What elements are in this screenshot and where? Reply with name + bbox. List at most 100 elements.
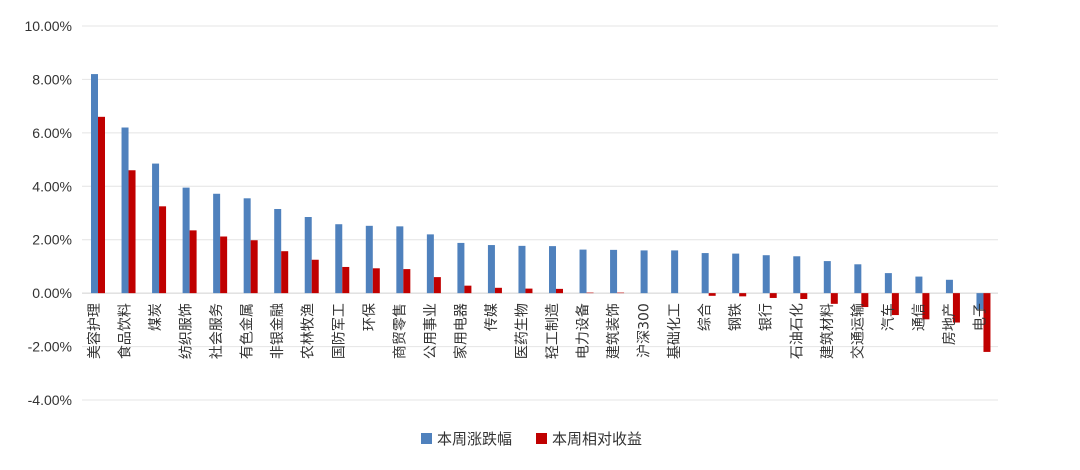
bar-weekly-change — [518, 245, 526, 294]
x-tick-label: 银行 — [759, 303, 775, 331]
bars — [91, 74, 991, 352]
bar-weekly-change — [671, 250, 679, 294]
bar-relative-return — [189, 230, 197, 294]
bar-relative-return — [250, 240, 258, 294]
bar-relative-return — [830, 293, 838, 304]
bar-weekly-change — [793, 256, 801, 294]
bar-relative-return — [739, 293, 747, 297]
y-tick-label: 6.00% — [32, 125, 72, 141]
x-tick-label: 建筑材料 — [820, 303, 836, 359]
gridlines — [82, 25, 998, 401]
legend: 本周涨跌幅 本周相对收益 — [421, 430, 642, 448]
x-tick-label: 建筑装饰 — [606, 303, 622, 359]
bar-weekly-change — [701, 253, 709, 294]
bar-relative-return — [494, 287, 502, 294]
bar-weekly-change — [182, 187, 190, 294]
bar-weekly-change — [426, 234, 434, 294]
y-tick-label: -2.00% — [28, 339, 72, 355]
bar-relative-return — [342, 266, 350, 294]
x-tick-label: 石油石化 — [789, 303, 805, 359]
x-tick-label: 有色金属 — [239, 303, 256, 359]
bar-weekly-change — [457, 242, 465, 294]
x-tick-label: 汽车 — [880, 303, 897, 331]
bar-relative-return — [220, 236, 228, 294]
bar-weekly-change — [121, 127, 129, 294]
bar-relative-return — [403, 269, 411, 294]
y-tick-label: 2.00% — [32, 232, 72, 248]
x-tick-label: 农林牧渔 — [301, 303, 317, 359]
bar-weekly-change — [274, 208, 282, 294]
x-tick-label: 轻工制造 — [545, 303, 561, 359]
bar-relative-return — [128, 170, 136, 294]
x-tick-label: 传媒 — [484, 303, 500, 331]
bar-relative-return — [617, 292, 625, 294]
bar-relative-return — [464, 285, 472, 294]
x-tick-label: 纺织服饰 — [179, 303, 195, 359]
x-tick-label: 交通运输 — [849, 303, 866, 359]
bar-weekly-change — [610, 249, 618, 294]
bar-weekly-change — [365, 225, 373, 294]
legend-swatch-1 — [421, 433, 432, 444]
x-tick-label: 综合 — [698, 303, 714, 331]
legend-label-1: 本周涨跌幅 — [437, 430, 512, 448]
bar-weekly-change — [732, 253, 740, 294]
bar-weekly-change — [915, 276, 923, 294]
bar-weekly-change — [396, 226, 404, 294]
bar-relative-return — [891, 293, 899, 316]
bar-relative-return — [433, 277, 441, 294]
x-tick-label: 美容护理 — [86, 303, 103, 359]
bar-weekly-change — [762, 255, 770, 294]
bar-relative-return — [311, 259, 319, 294]
bar-relative-return — [983, 293, 991, 352]
bar-relative-return — [556, 288, 563, 294]
bar-relative-return — [952, 293, 960, 323]
bar-weekly-change — [91, 74, 98, 294]
x-tick-label: 食品饮料 — [117, 303, 134, 359]
x-tick-label: 公用事业 — [423, 303, 439, 359]
x-tick-label: 社会服务 — [209, 303, 225, 359]
bar-weekly-change — [976, 293, 984, 310]
x-tick-label: 钢铁 — [728, 303, 744, 331]
bar-weekly-change — [823, 261, 831, 294]
bar-weekly-change — [579, 249, 587, 294]
y-tick-label: -4.00% — [28, 392, 72, 408]
bar-weekly-change — [640, 250, 648, 294]
y-tick-label: 8.00% — [32, 71, 72, 87]
bar-relative-return — [281, 251, 289, 294]
x-tick-label: 电力设备 — [575, 303, 592, 359]
x-tick-label: 通信 — [911, 303, 927, 331]
bar-weekly-change — [335, 224, 343, 294]
y-tick-label: 0.00% — [32, 285, 72, 301]
x-tick-label: 医药生物 — [514, 303, 530, 359]
legend-swatch-2 — [536, 433, 547, 444]
bar-weekly-change — [549, 246, 556, 294]
y-tick-label: 4.00% — [32, 178, 72, 194]
bar-weekly-change — [152, 163, 160, 294]
bar-relative-return — [98, 116, 105, 294]
bar-relative-return — [800, 293, 808, 300]
bar-weekly-change — [213, 193, 221, 294]
x-tick-label: 环保 — [362, 303, 378, 331]
bar-relative-return — [769, 293, 777, 298]
bar-weekly-change — [945, 279, 953, 294]
bar-relative-return — [372, 268, 380, 294]
x-tick-label: 房地产 — [942, 303, 958, 345]
bar-weekly-change — [304, 217, 312, 294]
bar-relative-return — [159, 206, 167, 294]
x-tick-label: 家用电器 — [452, 303, 469, 359]
x-tick-label: 国防军工 — [331, 303, 347, 359]
bar-weekly-change — [854, 264, 862, 294]
bar-relative-return — [861, 293, 869, 308]
x-tick-label: 沪深300 — [637, 303, 653, 358]
bar-relative-return — [525, 288, 533, 294]
x-axis-labels: 美容护理 食品饮料 煤炭 纺织服饰 社会服务 有色金属 非银金融 农林牧渔 国防军工 环保 商贸零售… — [86, 303, 988, 359]
legend-label-2: 本周相对收益 — [552, 430, 642, 448]
bar-weekly-change — [487, 245, 495, 294]
y-tick-label: 10.00% — [25, 18, 72, 34]
bar-relative-return — [708, 293, 716, 296]
x-tick-label: 基础化工 — [666, 303, 683, 359]
x-tick-label: 商贸零售 — [392, 303, 408, 359]
y-axis: 10.00% 8.00% 6.00% 4.00% 2.00% 0.00% -2.00% -4.… — [25, 18, 72, 408]
bar-weekly-change — [243, 198, 251, 294]
